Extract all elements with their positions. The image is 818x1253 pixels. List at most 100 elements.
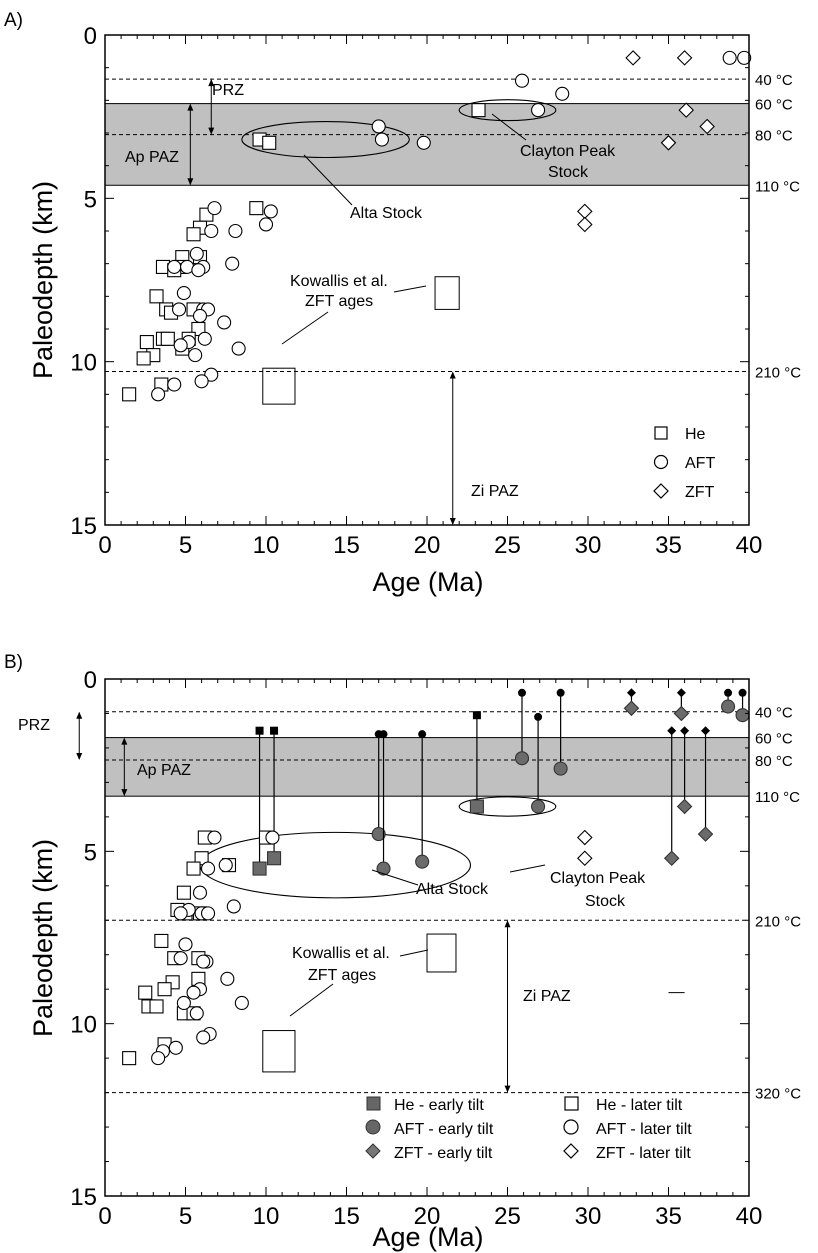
panel-b-xlabel: Age (Ma): [372, 1222, 483, 1252]
legend-b-zft-later: ZFT - later tilt: [596, 1145, 691, 1162]
panel-b-aft-later-tilt-point-16: [186, 985, 201, 1000]
legend-a-aft-marker: [653, 454, 669, 470]
panel-b-xtick-label-4: 20: [414, 1203, 441, 1230]
kowallis-label-line1: Kowallis et al.: [290, 273, 388, 290]
panel-a-he-point-17: [139, 335, 154, 350]
panel-b-aft-later-tilt-point-13: [196, 954, 211, 969]
panel-b-he-later-tilt-point-15: [138, 985, 153, 1000]
panel-b-he-later-tilt-point-3: [186, 861, 201, 876]
panel-b-aft-later-tilt-point-22: [168, 1040, 183, 1055]
panel-b-ytick-label-1: 5: [84, 839, 97, 866]
panel-b-aft-later-tilt-point-17: [176, 995, 191, 1011]
panel-a-zft-point-6: [577, 216, 593, 233]
panel-b-isotherm-label-1: 60 °C: [755, 731, 793, 748]
panel-a-aft-point-25: [197, 331, 212, 346]
panel-a-aft-point-0: [371, 119, 386, 134]
panel-a-he-point-1: [262, 135, 277, 150]
panel-a-zft-point-0: [625, 50, 641, 66]
panel-b-isotherm-label-0: 40 °C: [755, 705, 793, 722]
panel-a-aft-point-19: [176, 286, 191, 301]
panel-b-aft-later-tilt-point-7: [173, 906, 188, 921]
panel-a-isotherm-label-1: 60 °C: [755, 97, 793, 114]
panel-b-range-prz: [76, 711, 83, 760]
panel-b-he-later-tilt-point-2: [194, 851, 209, 866]
panel-b-tilt-start-12: [680, 726, 690, 736]
panel-a-label: A): [4, 10, 23, 31]
panel-b-aft-later-tilt-point-18: [234, 995, 249, 1011]
panel-b-tilt-start-10: [667, 726, 677, 736]
zi-paz-label-b: Zi PAZ: [523, 988, 571, 1005]
panel-a-he-point-3: [249, 201, 264, 216]
panel-a-axes: 40 °C 60 °C 80 °C 110 °C 210 °C 0 5 10 15 20 25 30 3…: [70, 23, 801, 559]
panel-a-aft-point-7: [737, 50, 752, 65]
clayton-leader: [491, 113, 527, 141]
panel-a-aft-point-10: [258, 217, 274, 232]
panel-b-marks: [122, 688, 750, 1073]
panel-a-range-prz: [208, 79, 215, 135]
panel-a-range-ap-paz-head-bottom: [187, 178, 194, 186]
panel-b-tilt-start-6: [517, 688, 526, 697]
panel-b-aft-later-tilt-point-4: [192, 885, 208, 900]
panel-b-zft-later-tilt-point-0: [577, 829, 593, 846]
panel-b-tilt-start-4: [418, 730, 427, 739]
panel-a-ylabel: Paleodepth (km): [28, 181, 58, 379]
panel-a-aft-point-30: [204, 367, 219, 382]
panel-b-kowallis-box-1: [262, 1030, 296, 1073]
panel-a-zft-point-5: [577, 203, 593, 220]
panel-b-early-tilt-circle-14: [721, 699, 736, 714]
legend-b-he-later: He - later tilt: [596, 1097, 683, 1114]
panel-b-early-tilt-circle-7: [531, 799, 546, 814]
panel-a-isotherm-label-0: 40 °C: [755, 72, 793, 89]
panel-a-xtick-label-8: 40: [736, 532, 763, 559]
panel-b-xtick-label-8: 40: [736, 1203, 763, 1230]
alta-leader: [303, 154, 353, 206]
panel-b-isotherm-label-4: 210 °C: [755, 913, 801, 930]
panel-a-ytick-label-3: 15: [70, 513, 97, 540]
panel-a-xtick-label-5: 25: [494, 532, 521, 559]
panel-a-aft-point-18: [225, 256, 240, 271]
panel-a-aft-point-11: [204, 223, 219, 239]
panel-a-legend: He AFT ZFT: [653, 426, 715, 501]
panel-b-isotherm-label-2: 80 °C: [755, 753, 793, 770]
panel-b-xtick-label-6: 30: [575, 1203, 602, 1230]
kowallis-label-b-line1: Kowallis et al.: [292, 945, 390, 962]
panel-a-aft-point-8: [207, 201, 222, 216]
panel-a-xtick-label-0: 0: [98, 532, 111, 559]
legend-b-aft-later-marker: [563, 1119, 579, 1135]
panel-b-zones: [76, 711, 750, 1094]
legend-b-aft-early: AFT - early tilt: [394, 1121, 494, 1138]
panel-b-xtick-label-2: 10: [253, 1203, 280, 1230]
panel-a-aft-point-32: [194, 374, 209, 389]
legend-b-he-early-marker: [366, 1096, 381, 1111]
kowallis-leader-2: [281, 311, 329, 345]
alta-stock-label: Alta Stock: [350, 205, 423, 222]
panel-a-aft-point-9: [263, 204, 278, 219]
panel-b-aft-later-tilt-point-14: [220, 971, 235, 986]
panel-b-aft-later-tilt-point-19: [189, 1006, 204, 1021]
legend-a-he: He: [685, 426, 706, 443]
panel-a-he-point-25: [122, 387, 137, 402]
panel-b-axes: 40 °C 60 °C 80 °C 110 °C 210 °C 320 °C 0 5 10 15 2…: [70, 667, 801, 1230]
panel-b-range-ap-paz-head-bottom: [121, 789, 128, 797]
panel-a-ytick-label-0: 0: [84, 23, 97, 50]
panel-a-aft-point-24: [217, 315, 232, 330]
panel-b-ylabel: Paleodepth (km): [28, 839, 58, 1037]
legend-b-zft-later-marker: [563, 1143, 579, 1159]
kowallis-leader-b-2: [289, 983, 334, 1017]
panel-b-group-clayton-peak-stock: [458, 796, 557, 817]
panel-b-early-tilt-diamond-10: [663, 850, 680, 867]
prz-label-b: PRZ: [18, 717, 50, 734]
legend-b-he-early: He - early tilt: [394, 1097, 484, 1114]
zi-paz-label: Zi PAZ: [471, 483, 519, 500]
legend-b-aft-early-marker: [365, 1119, 381, 1135]
panel-b-aft-later-tilt-point-6: [226, 899, 241, 914]
panel-b-tilt-start-1: [270, 726, 279, 735]
panel-b-ap-paz-band: [104, 737, 750, 797]
panel-a-xtick-label-1: 5: [179, 532, 192, 559]
panel-a-aft-point-13: [189, 246, 204, 261]
kowallis-leader-b-1: [399, 949, 429, 957]
panel-a-xlabel: Age (Ma): [372, 567, 483, 597]
panel-b-he-later-tilt-point-21: [122, 1051, 137, 1066]
panel-b-he-later-tilt-point-17: [149, 999, 164, 1014]
panel-a-ytick-label-1: 5: [84, 186, 97, 213]
